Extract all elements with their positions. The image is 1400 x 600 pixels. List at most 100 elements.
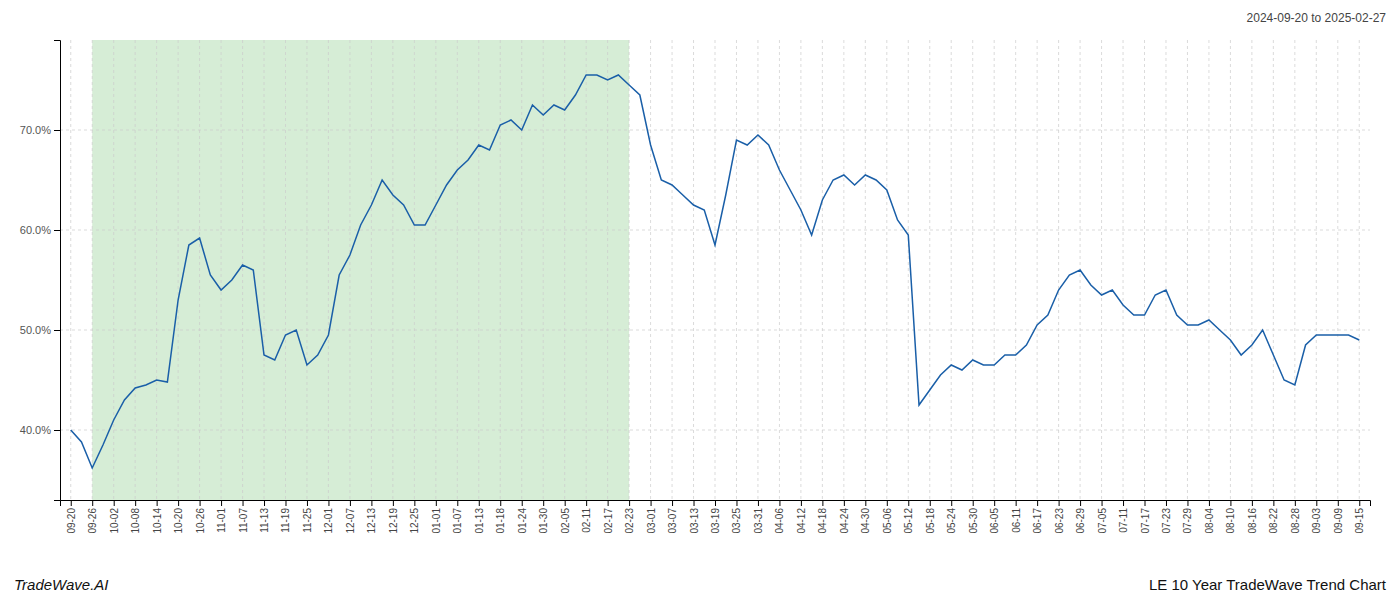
x-tick-label: 04-24: [839, 508, 850, 534]
x-tick-label: 03-31: [753, 508, 764, 534]
x-tick-mark: [71, 500, 72, 506]
x-tick-label: 11-07: [238, 508, 249, 533]
x-grid-line: [1144, 40, 1145, 500]
x-tick-label: 12-07: [345, 508, 356, 534]
x-tick: 10-08: [130, 500, 141, 534]
x-tick: 03-19: [710, 500, 721, 534]
x-tick-mark: [1295, 500, 1296, 506]
x-tick-mark: [973, 500, 974, 506]
x-grid-line: [1187, 40, 1188, 500]
x-grid-line: [672, 40, 673, 500]
x-grid-line: [328, 40, 329, 500]
x-tick-mark: [307, 500, 308, 506]
x-tick: 04-30: [860, 500, 871, 534]
y-grid-line: [60, 230, 1370, 231]
x-tick-mark: [1059, 500, 1060, 506]
x-grid-line: [306, 40, 307, 500]
x-tick-mark: [350, 500, 351, 506]
x-tick: 08-10: [1225, 500, 1236, 534]
x-tick-label: 05-18: [925, 508, 936, 534]
x-grid-line: [1015, 40, 1016, 500]
x-grid-line: [972, 40, 973, 500]
x-tick-mark: [1123, 500, 1124, 506]
x-tick-label: 11-19: [280, 508, 291, 533]
x-tick-label: 02-17: [603, 508, 614, 534]
x-grid-line: [715, 40, 716, 500]
x-tick: 12-07: [345, 500, 356, 534]
x-tick-mark: [328, 500, 329, 506]
x-grid-line: [800, 40, 801, 500]
x-tick-label: 08-28: [1290, 508, 1301, 534]
x-tick: 07-11: [1118, 500, 1129, 533]
plot-marks: [60, 40, 1370, 500]
x-tick-label: 08-16: [1247, 508, 1258, 534]
x-grid-line: [607, 40, 608, 500]
x-grid-line: [757, 40, 758, 500]
x-tick-mark: [1273, 500, 1274, 506]
x-tick-mark: [887, 500, 888, 506]
x-tick-mark: [178, 500, 179, 506]
x-tick-label: 07-05: [1097, 508, 1108, 534]
x-tick: 06-05: [989, 500, 1000, 534]
x-tick-label: 09-03: [1311, 508, 1322, 534]
x-grid-line: [135, 40, 136, 500]
x-tick: 09-03: [1311, 500, 1322, 534]
x-tick: 01-30: [538, 500, 549, 534]
x-tick: 02-23: [624, 500, 635, 534]
x-tick-label: 08-04: [1204, 508, 1215, 534]
x-grid-line: [908, 40, 909, 500]
x-grid-line: [929, 40, 930, 500]
x-tick: 04-12: [796, 500, 807, 534]
x-tick: 07-29: [1182, 500, 1193, 534]
y-tick: 50.0%: [20, 324, 60, 336]
x-tick-label: 12-13: [366, 508, 377, 534]
x-tick-mark: [651, 500, 652, 506]
x-tick: 01-24: [517, 500, 528, 534]
x-tick: 07-17: [1140, 500, 1151, 534]
x-tick-label: 04-12: [796, 508, 807, 534]
title: LE 10 Year TradeWave Trend Chart: [1149, 576, 1387, 593]
y-tick-mark: [54, 130, 60, 131]
x-tick-label: 07-23: [1161, 508, 1172, 534]
x-grid-line: [199, 40, 200, 500]
x-tick-mark: [822, 500, 823, 506]
x-grid-line: [178, 40, 179, 500]
x-tick-mark: [1230, 500, 1231, 506]
x-tick-mark: [1102, 500, 1103, 506]
x-tick-mark: [414, 500, 415, 506]
x-tick: 02-11: [581, 500, 592, 533]
x-tick-mark: [393, 500, 394, 506]
x-tick: 01-13: [474, 500, 485, 534]
y-tick-label: 70.0%: [20, 124, 51, 136]
x-tick-mark: [994, 500, 995, 506]
x-tick: 10-20: [173, 500, 184, 534]
x-axis: 09-2009-2610-0210-0810-1410-2010-2611-01…: [61, 500, 1371, 534]
chart: 09-2009-2610-0210-0810-1410-2010-2611-01…: [0, 0, 1400, 600]
x-tick-label: 06-29: [1075, 508, 1086, 534]
x-tick-label: 10-26: [195, 508, 206, 534]
x-tick-mark: [930, 500, 931, 506]
x-grid-line: [1208, 40, 1209, 500]
x-tick-mark: [1187, 500, 1188, 506]
x-tick-label: 03-25: [731, 508, 742, 534]
x-tick-mark: [694, 500, 695, 506]
x-tick-mark: [586, 500, 587, 506]
x-tick-label: 10-14: [152, 508, 163, 534]
x-grid-line: [349, 40, 350, 500]
x-tick-label: 09-09: [1333, 508, 1344, 534]
x-tick-mark: [264, 500, 265, 506]
x-tick-mark: [779, 500, 780, 506]
x-grid-line: [1316, 40, 1317, 500]
x-grid-line: [113, 40, 114, 500]
x-tick-mark: [801, 500, 802, 506]
y-axis-line: [54, 41, 61, 501]
x-grid-line: [1165, 40, 1166, 500]
x-tick-mark: [243, 500, 244, 506]
x-tick: 03-25: [731, 500, 742, 534]
x-tick: 09-26: [87, 500, 98, 534]
x-tick: 05-06: [882, 500, 893, 534]
x-tick-mark: [1359, 500, 1360, 506]
x-grid-line: [1037, 40, 1038, 500]
x-tick: 01-18: [495, 500, 506, 534]
x-grid-line: [843, 40, 844, 500]
